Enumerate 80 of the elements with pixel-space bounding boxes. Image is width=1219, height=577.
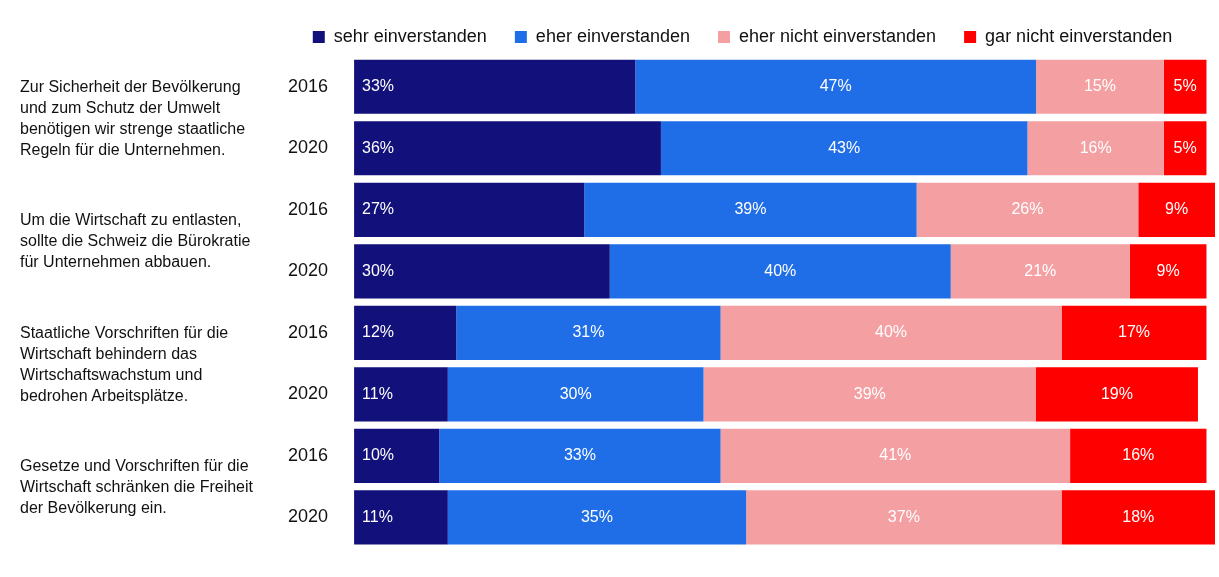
data-label: 5% — [1173, 138, 1197, 156]
bar — [447, 490, 747, 545]
bar — [720, 305, 1062, 360]
y-tick-label: 2020 — [288, 137, 329, 158]
bar — [1061, 490, 1215, 545]
bar — [354, 244, 610, 299]
data-label: 16% — [1079, 138, 1112, 156]
y-tick-label: 2020 — [288, 506, 329, 527]
text: Staatliche Vorschriften für die Wirtschaft behindern das Wirtschaftswachstum und bedrohen Arbeitsplätze. — [20, 322, 230, 406]
text: Gesetze und Vorschriften für die Wirtschaft schränken die Freiheit der Bevölkerung ein. — [20, 456, 254, 519]
bar — [703, 367, 1036, 422]
bar — [609, 244, 951, 299]
data-label: 27% — [362, 200, 395, 218]
bar — [746, 490, 1062, 545]
bar — [1035, 367, 1198, 422]
data-label: 11% — [362, 507, 393, 525]
data-label: 35% — [580, 507, 613, 525]
data-label: 39% — [853, 384, 886, 402]
legend-label: eher nicht einverstanden — [738, 25, 937, 46]
bar — [1061, 305, 1207, 360]
data-label: 36% — [362, 138, 395, 156]
data-label: 9% — [1156, 261, 1180, 279]
data-label: 31% — [572, 323, 605, 341]
bar — [354, 490, 448, 545]
data-label: 41% — [879, 446, 912, 464]
data-label: 30% — [362, 261, 395, 279]
bar — [916, 182, 1139, 237]
bar — [447, 367, 704, 422]
text: Um die Wirtschaft zu entlasten, sollte die Schweiz die Bürokratie für Unternehmen abbauen. — [20, 210, 252, 273]
legend-label: eher einverstanden — [535, 25, 690, 46]
data-label: 19% — [1100, 384, 1133, 402]
data-label: 9% — [1165, 200, 1189, 218]
data-label: 11% — [362, 384, 393, 402]
data-label: 5% — [1173, 77, 1197, 95]
bar — [354, 59, 636, 114]
bar — [354, 182, 585, 237]
bar — [1027, 121, 1164, 176]
data-label: 33% — [362, 77, 395, 95]
data-label: 43% — [828, 138, 861, 156]
legend-label: gar nicht einverstanden — [985, 25, 1173, 46]
bar — [1138, 182, 1215, 237]
bar — [456, 305, 721, 360]
data-label: 33% — [563, 446, 596, 464]
y-tick-label: 2016 — [288, 321, 329, 342]
bar — [354, 428, 440, 483]
data-label: 18% — [1122, 507, 1155, 525]
y-tick-label: 2016 — [288, 75, 329, 96]
data-label: 12% — [362, 323, 395, 341]
bar — [354, 121, 661, 176]
y-tick-label: 2016 — [288, 198, 329, 219]
data-label: 40% — [764, 261, 797, 279]
data-label: 47% — [819, 77, 852, 95]
bar — [1070, 428, 1207, 483]
data-label: 40% — [875, 323, 908, 341]
bar — [1129, 244, 1207, 299]
y-tick-label: 2020 — [288, 260, 329, 281]
data-label: 16% — [1122, 446, 1155, 464]
bar — [1163, 121, 1207, 176]
legend-label: sehr einverstanden — [333, 25, 487, 46]
bar — [439, 428, 721, 483]
data-label: 15% — [1083, 77, 1116, 95]
data-label: 21% — [1024, 261, 1057, 279]
y-tick-label: 2016 — [288, 444, 329, 465]
bar — [635, 59, 1036, 114]
text: Zur Sicherheit der Bevölkerung und zum Schutz der Umwelt benötigen wir strenge staatliche Regeln für die Unternehmen. — [20, 76, 247, 160]
data-label: 30% — [559, 384, 592, 402]
bar — [950, 244, 1130, 299]
bar — [584, 182, 917, 237]
data-label: 26% — [1011, 200, 1044, 218]
bar — [354, 305, 457, 360]
bar — [354, 367, 448, 422]
data-label: 17% — [1118, 323, 1151, 341]
y-tick-label: 2020 — [288, 383, 329, 404]
bar — [1035, 59, 1164, 114]
bar — [660, 121, 1028, 176]
data-label: 37% — [887, 507, 920, 525]
data-label: 39% — [734, 200, 767, 218]
data-label: 10% — [362, 446, 395, 464]
bar — [720, 428, 1071, 483]
bar — [1163, 59, 1207, 114]
